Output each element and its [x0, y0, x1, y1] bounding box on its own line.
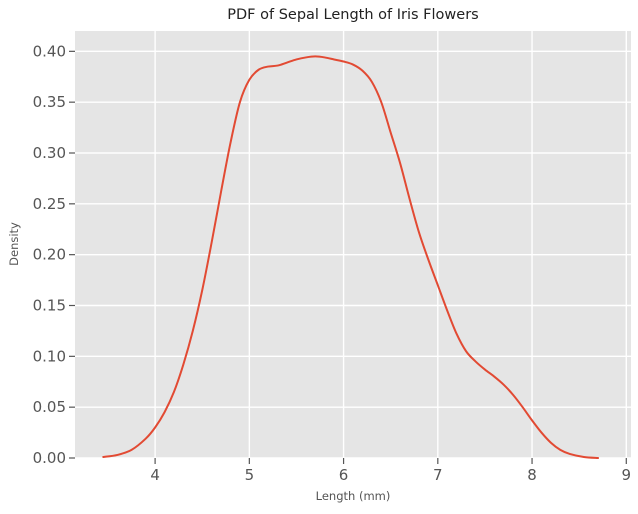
- chart-title: PDF of Sepal Length of Iris Flowers: [227, 7, 478, 23]
- y-axis-label: Density: [7, 222, 21, 266]
- grid: [75, 31, 631, 459]
- series-layer: [102, 55, 600, 459]
- plot-background: [75, 31, 631, 458]
- x-tick-label: 6: [339, 466, 349, 484]
- y-tick-label: 0.05: [33, 398, 66, 416]
- x-tick-label: 7: [433, 466, 443, 484]
- y-tick-label: 0.35: [33, 93, 66, 111]
- tick-layer: 4 5 6 7 8 9 0.00 0.05 0.10 0.15 0.20 0.25 0.30 0.35 0.…: [33, 42, 631, 484]
- density-curve: [102, 55, 600, 459]
- y-tick-label: 0.10: [33, 347, 66, 365]
- y-tick-label: 0.20: [33, 246, 66, 264]
- y-tick-label: 0.15: [33, 297, 66, 315]
- y-tick-label: 0.30: [33, 144, 66, 162]
- x-tick-label: 5: [245, 466, 255, 484]
- y-tick-label: 0.00: [33, 449, 66, 467]
- x-tick-label: 8: [527, 466, 537, 484]
- x-tick-label: 4: [150, 466, 160, 484]
- x-tick-label: 9: [622, 466, 632, 484]
- y-tick-label: 0.25: [33, 195, 66, 213]
- x-axis-label: Length (mm): [316, 489, 391, 503]
- y-tick-label: 0.40: [33, 42, 66, 60]
